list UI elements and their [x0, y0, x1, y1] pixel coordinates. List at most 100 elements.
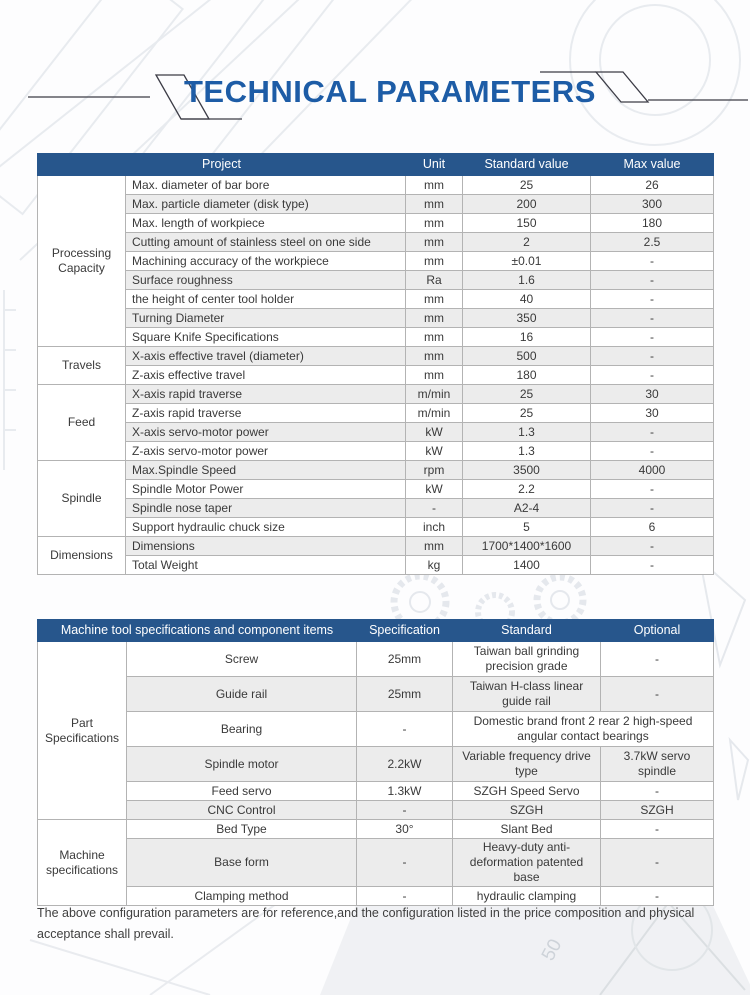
standard-cell: Domestic brand front 2 rear 2 high-speed… — [452, 711, 714, 747]
max-value-cell: - — [590, 555, 714, 575]
unit-cell: - — [405, 498, 463, 518]
project-cell: Max. particle diameter (disk type) — [125, 194, 406, 214]
table-row: Guide rail 25mm Taiwan H-class linear guid… — [37, 676, 714, 712]
project-cell: the height of center tool holder — [125, 289, 406, 309]
max-value-cell: 6 — [590, 517, 714, 537]
spec-cell: 25mm — [356, 641, 453, 677]
max-value-cell: 30 — [590, 403, 714, 423]
unit-cell: mm — [405, 346, 463, 366]
unit-cell: rpm — [405, 460, 463, 480]
item-cell: Base form — [126, 838, 357, 887]
standard-cell: Taiwan H-class linear guide rail — [452, 676, 601, 712]
max-value-cell: - — [590, 289, 714, 309]
unit-cell: m/min — [405, 403, 463, 423]
max-value-cell: - — [590, 422, 714, 442]
table-row: Machining accuracy of the workpiece mm ±0.… — [37, 251, 714, 271]
standard-value-cell: 1700*1400*1600 — [462, 536, 591, 556]
unit-cell: kW — [405, 441, 463, 461]
standard-value-cell: ±0.01 — [462, 251, 591, 271]
item-cell: Bearing — [126, 711, 357, 747]
unit-cell: mm — [405, 251, 463, 271]
project-cell: Turning Diameter — [125, 308, 406, 328]
optional-cell: - — [600, 838, 714, 887]
standard-value-cell: 40 — [462, 289, 591, 309]
unit-cell: mm — [405, 232, 463, 252]
project-cell: Machining accuracy of the workpiece — [125, 251, 406, 271]
group-label-cell: Part Specifications — [37, 641, 127, 820]
project-cell: X-axis rapid traverse — [125, 384, 406, 404]
group-label-cell: Feed — [37, 384, 126, 461]
spec-cell: - — [356, 838, 453, 887]
unit-cell: kg — [405, 555, 463, 575]
spec-cell: - — [356, 711, 453, 747]
table-row: Z-axis servo-motor power kW 1.3- — [37, 441, 714, 461]
standard-value-cell: 5 — [462, 517, 591, 537]
standard-value-cell: 16 — [462, 327, 591, 347]
standard-cell: Taiwan ball grinding precision grade — [452, 641, 601, 677]
standard-value-cell: 1.3 — [462, 441, 591, 461]
max-value-cell: 4000 — [590, 460, 714, 480]
table-row: Feed servo 1.3kW SZGH Speed Servo - — [37, 781, 714, 801]
standard-value-cell: 150 — [462, 213, 591, 233]
max-value-cell: - — [590, 441, 714, 461]
table-row: Dimensions Dimensions mm 1700*1400*1600- — [37, 536, 714, 575]
group-label-cell: Dimensions — [37, 536, 126, 575]
table-row: X-axis servo-motor power kW 1.3- — [37, 422, 714, 442]
header-standard-value: Standard value — [462, 153, 591, 176]
standard-value-cell: A2-4 — [462, 498, 591, 518]
item-cell: Bed Type — [126, 819, 357, 839]
table-row: Turning Diameter mm 350- — [37, 308, 714, 328]
table-row: Total Weight kg 1400- — [37, 555, 714, 575]
spec-cell: 2.2kW — [356, 746, 453, 782]
table-row: Surface roughness Ra 1.6- — [37, 270, 714, 290]
technical-parameters-table: Project Unit Standard value Max value Pr… — [37, 153, 714, 575]
standard-cell: Slant Bed — [452, 819, 601, 839]
standard-value-cell: 500 — [462, 346, 591, 366]
table-row: CNC Control - SZGH SZGH — [37, 800, 714, 820]
table-row: Z-axis effective travel mm 180- — [37, 365, 714, 385]
project-cell: Spindle Motor Power — [125, 479, 406, 499]
standard-value-cell: 25 — [462, 403, 591, 423]
project-cell: Dimensions — [125, 536, 406, 556]
item-cell: Feed servo — [126, 781, 357, 801]
standard-value-cell: 2 — [462, 232, 591, 252]
max-value-cell: - — [590, 365, 714, 385]
item-cell: CNC Control — [126, 800, 357, 820]
table-row: Spindle Motor Power kW 2.2- — [37, 479, 714, 499]
standard-cell: Heavy-duty anti-deformation patented bas… — [452, 838, 601, 887]
spec-cell: 1.3kW — [356, 781, 453, 801]
header-optional: Optional — [600, 619, 714, 642]
standard-cell: hydraulic clamping — [452, 886, 601, 906]
max-value-cell: - — [590, 536, 714, 556]
page-title: TECHNICAL PARAMETERS — [184, 74, 596, 109]
group-label-cell: Processing Capacity — [37, 175, 126, 347]
max-value-cell: - — [590, 308, 714, 328]
header-max-value: Max value — [590, 153, 714, 176]
item-cell: Screw — [126, 641, 357, 677]
standard-value-cell: 1400 — [462, 555, 591, 575]
table-row: Spindle motor 2.2kW Variable frequency dri… — [37, 746, 714, 782]
project-cell: Total Weight — [125, 555, 406, 575]
standard-value-cell: 2.2 — [462, 479, 591, 499]
max-value-cell: 30 — [590, 384, 714, 404]
table-header-row: Project Unit Standard value Max value — [37, 153, 714, 176]
project-cell: Max. diameter of bar bore — [125, 175, 406, 195]
max-value-cell: - — [590, 479, 714, 499]
group-label-cell: Travels — [37, 346, 126, 385]
header-standard: Standard — [452, 619, 601, 642]
header-specification: Specification — [356, 619, 453, 642]
standard-value-cell: 25 — [462, 175, 591, 195]
standard-value-cell: 1.6 — [462, 270, 591, 290]
optional-cell: - — [600, 886, 714, 906]
table-row: Clamping method - hydraulic clamping - — [37, 886, 714, 906]
header-project: Project — [37, 153, 406, 176]
item-cell: Guide rail — [126, 676, 357, 712]
footer-note: The above configuration parameters are f… — [37, 906, 695, 941]
max-value-cell: - — [590, 346, 714, 366]
unit-cell: mm — [405, 536, 463, 556]
header-unit: Unit — [405, 153, 463, 176]
table-row: Machine specifications Bed Type 30° Slant B… — [37, 819, 714, 906]
table-row: Base form - Heavy-duty anti-deformation pa… — [37, 838, 714, 887]
project-cell: Spindle nose taper — [125, 498, 406, 518]
